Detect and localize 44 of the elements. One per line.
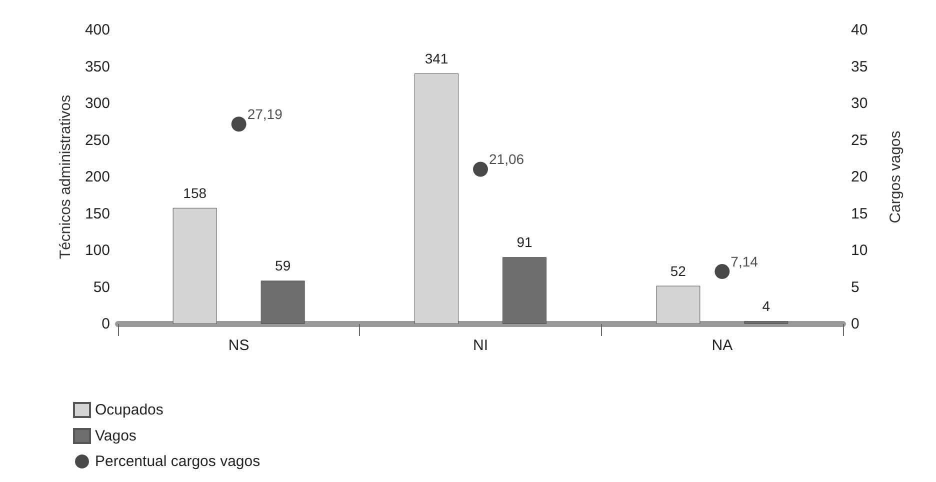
y2-tick-label: 15 bbox=[851, 205, 868, 222]
legend-label: Vagos bbox=[95, 428, 136, 444]
bar bbox=[744, 321, 788, 324]
data-label: 91 bbox=[516, 234, 532, 250]
bar bbox=[414, 73, 458, 324]
point bbox=[714, 264, 730, 280]
data-label: 341 bbox=[424, 50, 448, 66]
y2-tick-label: 35 bbox=[851, 58, 868, 76]
bar bbox=[502, 257, 546, 324]
legend-label: Ocupados bbox=[95, 402, 164, 418]
y2-axis-title: Cargos vagos bbox=[887, 130, 904, 224]
y-tick-label: 50 bbox=[93, 278, 110, 296]
point bbox=[473, 162, 488, 177]
y-tick-label: 0 bbox=[102, 316, 110, 332]
y-tick-label: 200 bbox=[84, 168, 110, 186]
y-tick-label: 400 bbox=[84, 22, 110, 38]
bar bbox=[656, 286, 700, 324]
y-tick-label: 350 bbox=[84, 58, 110, 76]
y2-tick-label: 0 bbox=[851, 316, 860, 332]
y2-tick-label: 5 bbox=[851, 278, 860, 296]
x-tick-label: NI bbox=[473, 337, 488, 354]
y-tick-label: 300 bbox=[84, 95, 110, 112]
y-tick-label: 250 bbox=[84, 132, 110, 149]
y2-tick-label: 40 bbox=[851, 22, 868, 38]
data-label: 59 bbox=[275, 258, 291, 274]
y2-tick-label: 10 bbox=[851, 242, 868, 259]
legend-label: Percentual cargos vagos bbox=[95, 453, 260, 470]
x-tick-label: NA bbox=[712, 337, 733, 354]
data-label: 7,14 bbox=[730, 254, 758, 270]
data-label: 52 bbox=[670, 262, 686, 279]
y-axis-title: Técnicos administrativos bbox=[57, 94, 74, 260]
y-tick-label: 100 bbox=[84, 242, 110, 259]
data-label: 27,19 bbox=[247, 106, 283, 122]
data-label: 4 bbox=[762, 298, 770, 314]
data-label: 21,06 bbox=[489, 151, 524, 168]
y2-tick-label: 20 bbox=[851, 168, 868, 186]
x-tick-label: NS bbox=[228, 337, 250, 354]
point bbox=[231, 116, 246, 132]
y2-tick-label: 30 bbox=[851, 95, 868, 112]
data-label: 158 bbox=[183, 184, 207, 201]
y-tick-label: 150 bbox=[84, 205, 110, 222]
y2-tick-label: 25 bbox=[851, 132, 868, 149]
bar bbox=[260, 280, 305, 324]
bar bbox=[172, 208, 217, 324]
